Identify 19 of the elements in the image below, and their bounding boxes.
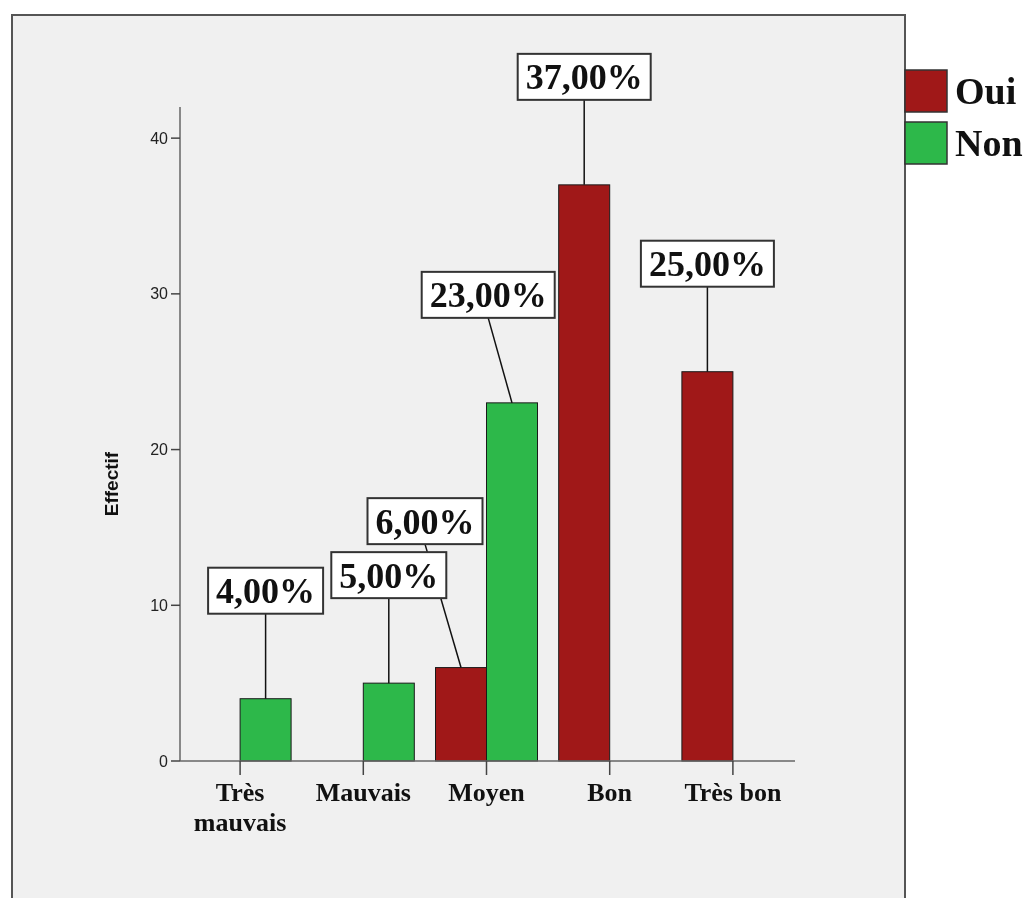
y-axis-title: Effectif [101, 451, 122, 517]
data-label: 23,00% [429, 275, 547, 316]
data-label: 6,00% [375, 501, 475, 542]
legend-label: Oui [955, 70, 1017, 113]
y-tick-label: 20 [150, 441, 169, 459]
data-label: 25,00% [648, 244, 766, 285]
data-label: 4,00% [216, 571, 316, 612]
legend-label: Non [955, 122, 1023, 165]
x-tick-label: Mauvais [315, 778, 411, 807]
x-tick-label: Très mauvais [193, 778, 287, 837]
y-tick-label: 0 [159, 752, 169, 770]
y-tick-label: 40 [150, 129, 169, 147]
data-label: 37,00% [525, 57, 643, 98]
y-tick-label: 30 [150, 285, 169, 303]
x-tick-label: Bon [587, 778, 633, 807]
data-label: 5,00% [339, 555, 439, 596]
y-tick-label: 10 [150, 596, 169, 614]
x-tick-label: Très bon [684, 778, 782, 807]
x-tick-label: Moyen [448, 778, 526, 807]
